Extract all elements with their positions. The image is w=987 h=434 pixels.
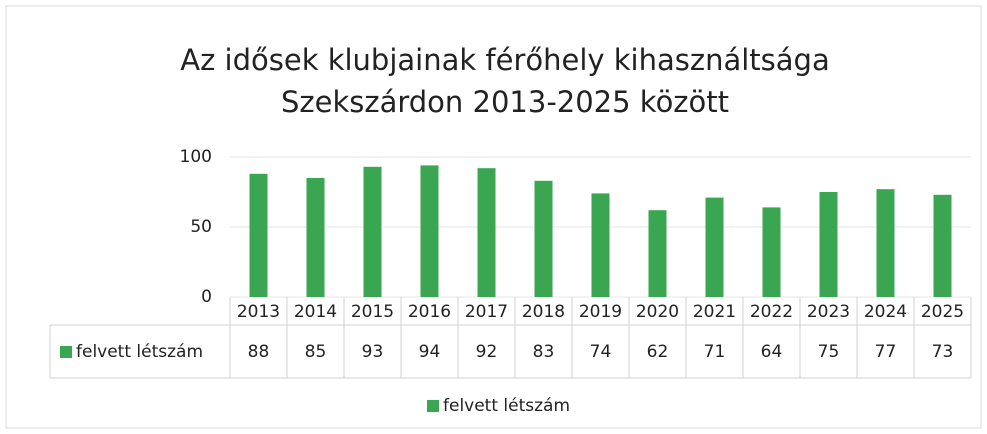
- table-value: 64: [761, 342, 783, 362]
- bar: [933, 194, 952, 297]
- bar: [876, 189, 895, 297]
- x-tick-label: 2020: [636, 302, 679, 322]
- bar: [534, 180, 553, 297]
- x-tick-label: 2019: [579, 302, 622, 322]
- x-tick-label: 2024: [864, 302, 907, 322]
- y-tick-label: 100: [180, 147, 212, 167]
- x-tick-label: 2017: [465, 302, 508, 322]
- table-value: 94: [419, 342, 441, 362]
- legend-key: [427, 400, 439, 412]
- y-tick-label: 50: [190, 217, 212, 237]
- x-tick-label: 2021: [693, 302, 736, 322]
- table-series-name: felvett létszám: [76, 342, 203, 362]
- table-value: 75: [818, 342, 840, 362]
- legend-label: felvett létszám: [443, 396, 570, 416]
- x-tick-label: 2013: [237, 302, 280, 322]
- bar: [306, 178, 325, 297]
- x-tick-label: 2022: [750, 302, 793, 322]
- x-tick-label: 2023: [807, 302, 850, 322]
- table-value: 77: [875, 342, 897, 362]
- bar: [420, 165, 439, 297]
- chart-title: Szekszárdon 2013-2025 között: [281, 85, 729, 119]
- table-value: 74: [590, 342, 612, 362]
- bar: [705, 197, 724, 297]
- x-tick-label: 2015: [351, 302, 394, 322]
- bar: [249, 173, 268, 297]
- x-tick-label: 2014: [294, 302, 337, 322]
- x-tick-label: 2016: [408, 302, 451, 322]
- table-value: 88: [248, 342, 270, 362]
- x-tick-label: 2018: [522, 302, 565, 322]
- bar: [819, 192, 838, 297]
- bar: [648, 210, 667, 297]
- y-tick-label: 0: [201, 287, 212, 307]
- bar: [591, 193, 610, 297]
- x-tick-label: 2025: [921, 302, 964, 322]
- chart-title: Az idősek klubjainak férőhely kihasznált…: [180, 43, 829, 77]
- bar: [477, 168, 496, 297]
- table-legend-key: [60, 346, 72, 358]
- table-value: 92: [476, 342, 498, 362]
- table-value: 62: [647, 342, 669, 362]
- bar: [363, 166, 382, 297]
- table-value: 93: [362, 342, 384, 362]
- table-value: 85: [305, 342, 327, 362]
- table-value: 83: [533, 342, 555, 362]
- table-value: 71: [704, 342, 726, 362]
- table-value: 73: [932, 342, 954, 362]
- bar: [762, 207, 781, 297]
